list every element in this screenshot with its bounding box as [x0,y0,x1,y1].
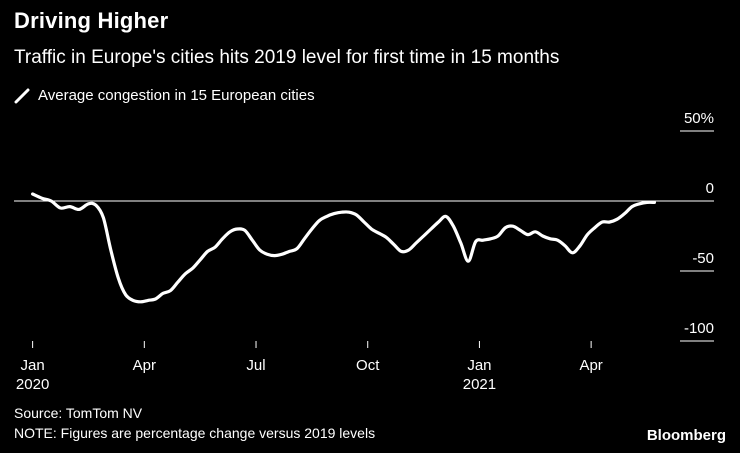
chart-subtitle: Traffic in Europe's cities hits 2019 lev… [14,47,560,68]
y-tick-label-3: -100 [684,320,714,337]
x-axis-ticks: Jan 2020 Apr Jul Oct Jan 2021 Apr [16,341,603,393]
x-tick-year-0: 2020 [16,376,49,393]
x-tick-label-5: Apr [579,357,602,374]
series-layer [31,192,656,304]
gridlines [14,130,714,342]
x-tick-label-4: Jan [467,357,491,374]
legend-line-icon [14,88,30,104]
y-tick-label-0: 50% [684,110,714,127]
y-tick-label-2: -50 [692,250,714,267]
source-note: Source: TomTom NV [14,405,143,421]
y-axis-ticks: 50% 0 -50 -100 [684,110,714,337]
x-tick-label-0: Jan [21,357,45,374]
y-tick-label-1: 0 [706,180,714,197]
footnote: NOTE: Figures are percentage change vers… [14,425,376,441]
bloomberg-logo: Bloomberg [646,427,726,444]
chart-legend: Average congestion in 15 European cities [14,87,315,104]
series-line-0 [31,192,656,304]
x-tick-label-1: Apr [133,357,156,374]
chart-title: Driving Higher [14,8,169,33]
x-tick-year-4: 2021 [463,376,496,393]
x-tick-label-2: Jul [246,357,265,374]
x-tick-label-3: Oct [356,357,380,374]
legend-label: Average congestion in 15 European cities [38,87,315,104]
